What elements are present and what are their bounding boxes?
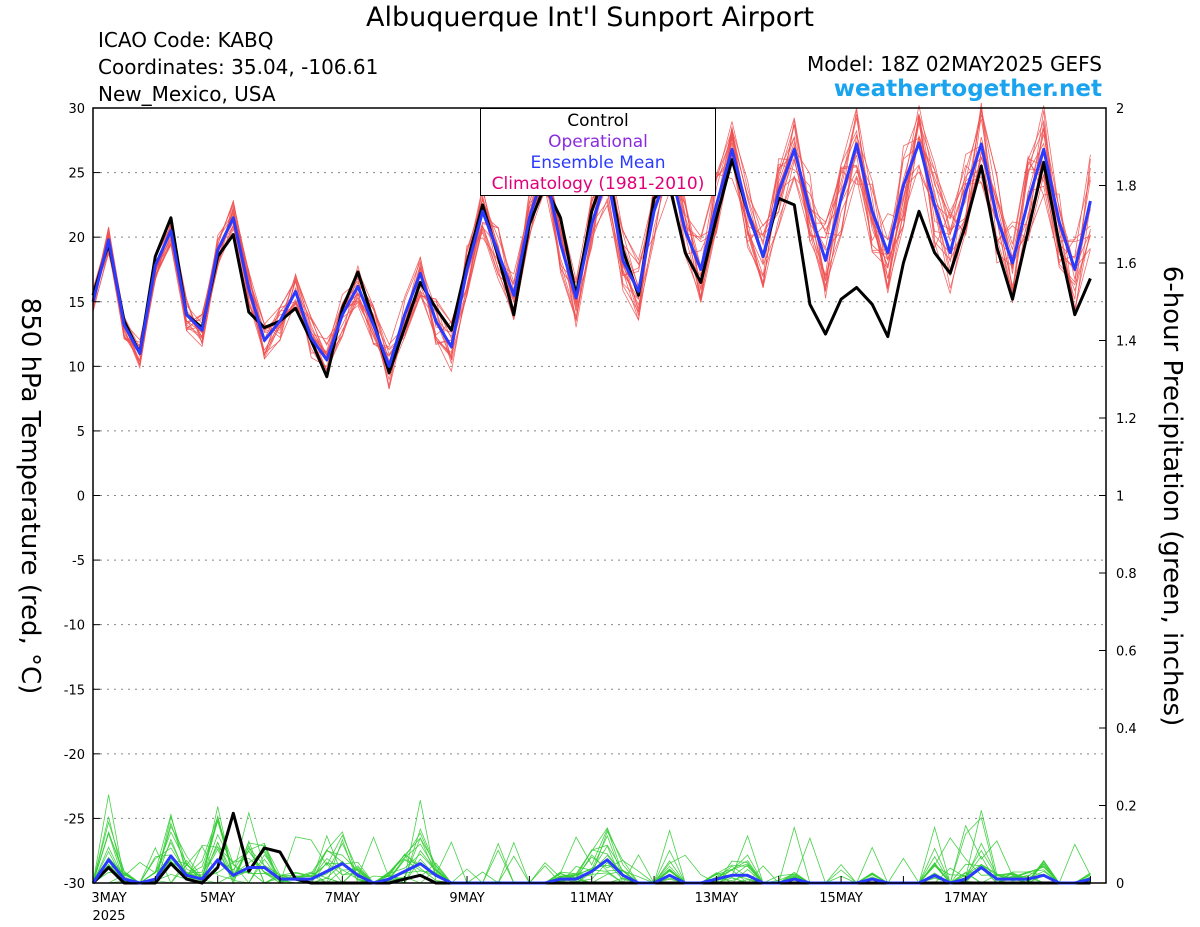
y-tick-label: 20	[68, 231, 85, 246]
y-tick-label: 30	[68, 102, 85, 117]
y-tick-label: 10	[68, 360, 85, 375]
mean-precip-line	[91, 854, 1091, 885]
y-axis-label-left: 850 hPa Temperature (red, °C)	[15, 297, 45, 695]
temperature-member-line	[92, 133, 1091, 376]
y2-tick-label: 1.6	[1116, 257, 1137, 272]
chart-title: Albuquerque Int'l Sunport Airport	[365, 2, 815, 33]
x-tick-sublabel: 2025	[92, 909, 125, 924]
y2-tick-label: 0.2	[1116, 800, 1137, 815]
y-tick-label: -25	[64, 812, 85, 827]
coordinates: Coordinates: 35.04, -106.61	[98, 55, 379, 79]
legend-climatology: Climatology (1981-2010)	[491, 174, 705, 194]
precipitation-member-line	[92, 830, 1091, 884]
y2-tick-label: 1.8	[1116, 180, 1137, 195]
y-tick-label: 5	[77, 425, 85, 440]
icao-code: ICAO Code: KABQ	[98, 28, 274, 52]
site-link[interactable]: weathertogether.net	[833, 76, 1102, 102]
y2-tick-label: 2	[1116, 102, 1124, 117]
legend-control: Control	[567, 111, 629, 131]
y-tick-label: -20	[64, 748, 85, 763]
y2-tick-label: 1.4	[1116, 335, 1137, 350]
y-tick-label: -5	[72, 554, 85, 569]
y-tick-label: -15	[64, 683, 85, 698]
legend: Control Operational Ensemble Mean Climat…	[480, 108, 716, 196]
y-tick-label: 0	[77, 490, 85, 505]
y2-tick-label: 0	[1116, 877, 1124, 892]
y2-tick-label: 1.2	[1116, 412, 1137, 427]
x-tick-label: 5MAY	[200, 891, 235, 906]
main-series	[91, 141, 1092, 885]
x-tick-label: 7MAY	[325, 891, 360, 906]
model-run: Model: 18Z 02MAY2025 GEFS	[807, 52, 1102, 76]
y-tick-label: -30	[64, 877, 85, 892]
legend-ensemble-mean: Ensemble Mean	[530, 153, 666, 173]
grid	[93, 172, 1106, 819]
x-tick-label: 13MAY	[695, 891, 739, 906]
mean-temp-line	[91, 141, 1092, 368]
legend-operational: Operational	[548, 132, 648, 152]
x-tick-label: 15MAY	[819, 891, 863, 906]
y-axis-label-right: 6-hour Precipitation (green, inches)	[1157, 265, 1187, 727]
x-tick-label: 11MAY	[570, 891, 614, 906]
y-tick-label: 25	[68, 167, 85, 182]
y-tick-label: -10	[64, 619, 85, 634]
y-tick-label: 15	[68, 296, 85, 311]
x-tick-label: 9MAY	[449, 891, 484, 906]
y2-tick-label: 0.8	[1116, 567, 1137, 582]
x-tick-label: 17MAY	[944, 891, 988, 906]
y2-tick-label: 0.6	[1116, 645, 1137, 660]
axis-ticks: 302520151050-5-10-15-20-25-3021.81.61.41…	[64, 102, 1137, 924]
y2-tick-label: 0.4	[1116, 722, 1137, 737]
y2-tick-label: 1	[1116, 490, 1124, 505]
x-tick-label: 3MAY	[91, 891, 126, 906]
region: New_Mexico, USA	[98, 82, 276, 106]
